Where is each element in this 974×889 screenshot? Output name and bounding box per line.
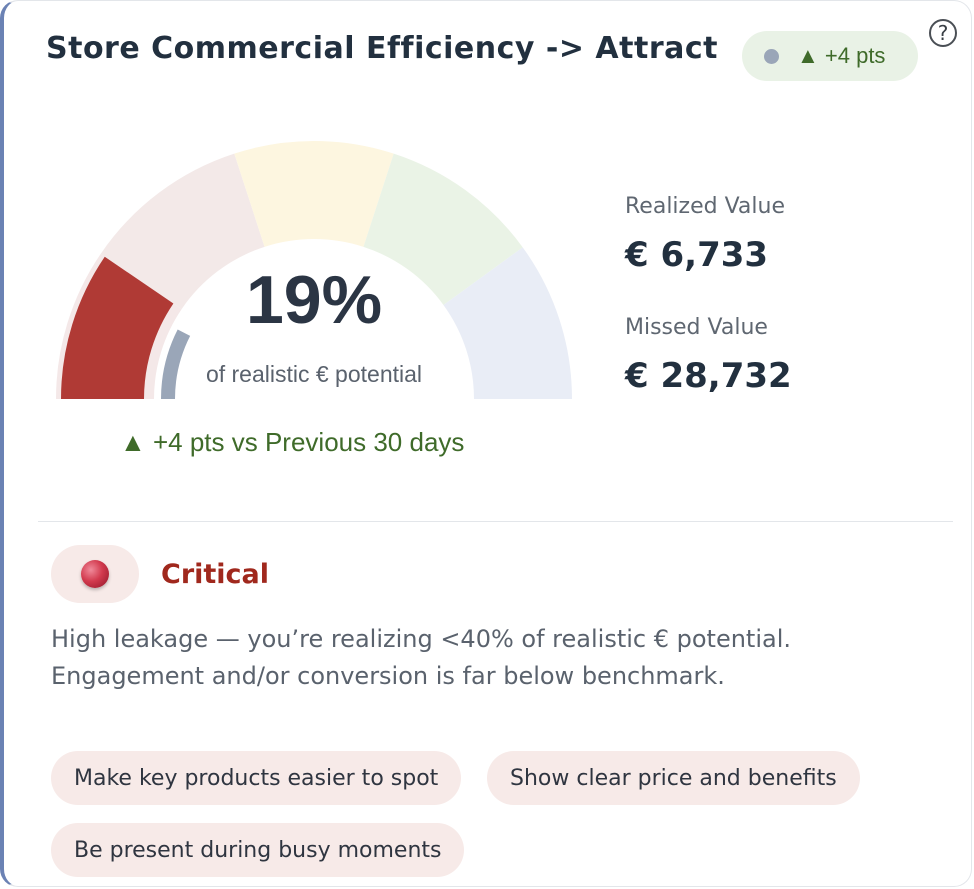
- status-description-line-2: Engagement and/or conversion is far belo…: [51, 662, 725, 690]
- gauge-zone: [363, 153, 523, 305]
- gauge-value-arc: [61, 256, 174, 399]
- divider: [38, 521, 953, 522]
- action-chip-spot-products[interactable]: Make key products easier to spot: [51, 751, 462, 805]
- gauge-zone: [443, 247, 572, 399]
- gauge-zone: [100, 153, 265, 310]
- status-description-line-1: High leakage — you’re realizing <40% of …: [51, 625, 792, 653]
- trend-badge-text: ▲ +4 pts: [797, 43, 886, 68]
- status-label: Critical: [161, 559, 270, 590]
- status-description: High leakage — you’re realizing <40% of …: [51, 621, 951, 695]
- missed-value: € 28,732: [625, 356, 792, 396]
- gauge-previous-arc: [161, 329, 191, 400]
- trend-badge: ▲ +4 pts: [742, 31, 918, 81]
- efficiency-gauge: [56, 141, 572, 400]
- gauge-subtitle: of realistic € potential: [205, 361, 423, 387]
- gauge-zone: [234, 141, 394, 247]
- gauge-percent: 19%: [245, 262, 383, 338]
- action-chip-price-benefits[interactable]: Show clear price and benefits: [487, 751, 860, 805]
- status-badge: [51, 545, 139, 603]
- trend-text: ▲ +4 pts vs Previous 30 days: [120, 427, 465, 457]
- status-dot-icon: [764, 48, 779, 64]
- help-icon[interactable]: ?: [929, 19, 957, 47]
- realized-value-label: Realized Value: [625, 194, 785, 219]
- missed-value-label: Missed Value: [625, 315, 768, 340]
- realized-value: € 6,733: [625, 235, 769, 275]
- action-chip-busy-moments[interactable]: Be present during busy moments: [51, 823, 465, 877]
- card-title: Store Commercial Efficiency -> Attract: [46, 31, 718, 66]
- critical-status-icon: [81, 560, 109, 588]
